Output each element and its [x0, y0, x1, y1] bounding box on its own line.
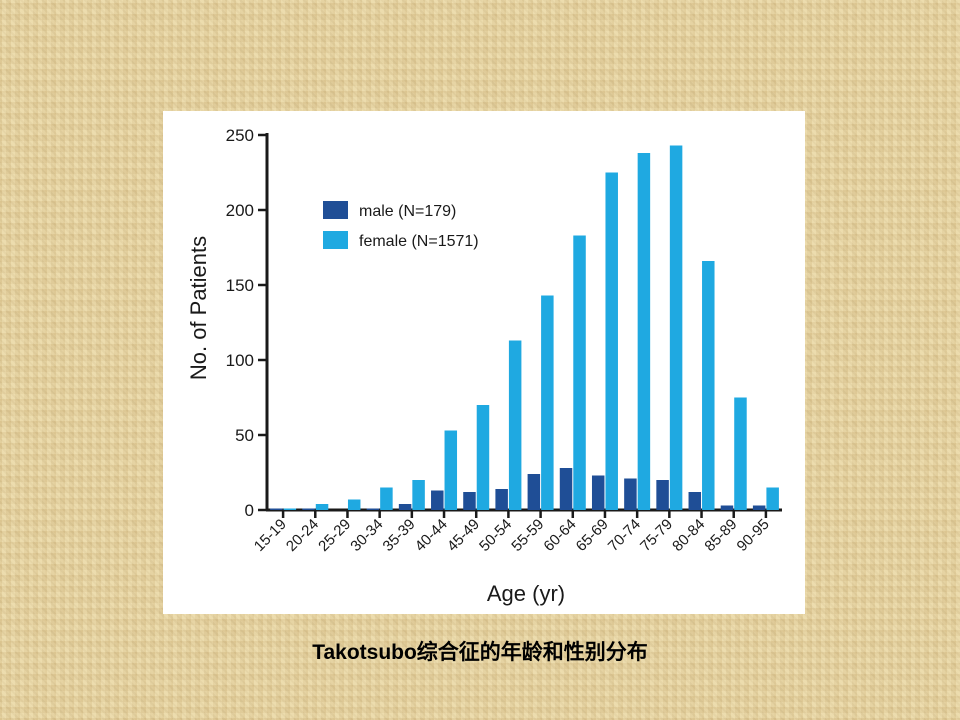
female-bar — [444, 430, 458, 510]
female-bar — [573, 235, 586, 510]
y-axis: 0 50 100 150 200 250 — [226, 126, 269, 520]
female-bar — [347, 499, 361, 510]
x-tick-label: 85-89 — [701, 516, 740, 555]
x-tick-label: 25-29 — [315, 516, 354, 555]
bars — [270, 145, 779, 510]
male-bar — [270, 508, 283, 510]
x-tick-label: 20-24 — [283, 516, 322, 555]
legend: male (N=179) female (N=1571) — [323, 201, 479, 250]
male-bar — [624, 478, 637, 510]
female-bar — [766, 487, 779, 510]
y-tick-label: 0 — [245, 501, 254, 520]
x-tick-label: 55-59 — [508, 516, 547, 555]
male-bar — [302, 508, 315, 510]
x-tick-label: 30-34 — [347, 516, 386, 555]
x-tick-label: 45-49 — [444, 516, 483, 555]
male-bar — [688, 492, 702, 510]
female-bar — [637, 153, 651, 510]
x-tick-label: 80-84 — [669, 516, 708, 555]
male-bar — [431, 490, 444, 510]
female-bar — [669, 145, 683, 510]
legend-label: female (N=1571) — [359, 233, 479, 250]
x-tick-label: 70-74 — [605, 516, 644, 555]
female-bar — [605, 172, 618, 510]
x-tick-label: 50-54 — [476, 516, 515, 555]
male-bar — [720, 505, 734, 510]
slide-caption: Takotsubo综合征的年龄和性别分布 — [312, 641, 648, 664]
x-tick-label: 40-44 — [412, 516, 451, 555]
male-bar — [752, 505, 766, 510]
female-bar — [702, 261, 715, 510]
y-tick-label: 150 — [226, 276, 254, 295]
x-tick-label: 60-64 — [540, 516, 579, 555]
female-bar — [541, 295, 554, 510]
y-tick-label: 200 — [226, 201, 254, 220]
bar-chart: 0 50 100 150 200 250 15-1920-2425-2930-3435-3… — [186, 126, 782, 606]
legend-swatch — [323, 201, 348, 219]
x-axis: 15-1920-2425-2930-3435-3940-4445-4950-54… — [251, 508, 782, 555]
male-bar — [495, 489, 508, 510]
male-bar — [591, 475, 605, 510]
y-axis-title: No. of Patients — [186, 236, 211, 380]
x-axis-title: Age (yr) — [487, 581, 565, 606]
female-bar — [734, 397, 747, 510]
female-bar — [380, 487, 393, 510]
x-tick-label: 75-79 — [637, 516, 676, 555]
x-tick-label: 65-69 — [573, 516, 612, 555]
female-bar — [315, 504, 329, 510]
y-tick-label: 50 — [235, 426, 254, 445]
legend-swatch — [323, 231, 348, 249]
male-bar — [559, 468, 573, 510]
x-tick-label: 15-19 — [251, 516, 290, 555]
male-bar — [366, 508, 380, 510]
male-bar — [463, 492, 476, 510]
x-tick-label: 90-95 — [734, 516, 773, 555]
legend-label: male (N=179) — [359, 203, 456, 220]
male-bar — [656, 480, 669, 510]
chart-panel: 0 50 100 150 200 250 15-19 20-24 25-29 30-34 35-3… — [163, 111, 805, 614]
female-bar — [283, 508, 297, 510]
male-bar — [527, 474, 541, 510]
female-bar — [476, 405, 490, 510]
y-tick-label: 100 — [226, 351, 254, 370]
male-bar — [398, 504, 412, 510]
female-bar — [412, 480, 425, 510]
female-bar — [508, 340, 522, 510]
x-tick-label: 35-39 — [380, 516, 419, 555]
y-tick-label: 250 — [226, 126, 254, 145]
